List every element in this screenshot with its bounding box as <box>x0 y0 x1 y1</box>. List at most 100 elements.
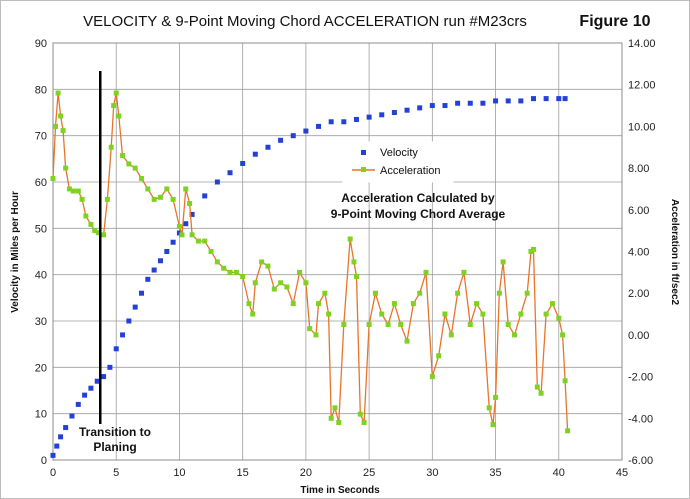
acceleration-point <box>549 301 555 307</box>
y-tick-label: 70 <box>35 131 47 143</box>
velocity-point <box>113 346 119 352</box>
x-tick-label: 20 <box>300 467 312 479</box>
x-tick-label: 25 <box>363 467 375 479</box>
acceleration-point <box>66 186 72 192</box>
velocity-point <box>328 119 334 125</box>
y-tick-label: 60 <box>35 177 47 189</box>
velocity-point <box>417 105 423 111</box>
acceleration-point <box>562 378 568 384</box>
velocity-point <box>126 318 132 324</box>
acceleration-point <box>183 186 189 192</box>
acceleration-point <box>96 230 102 236</box>
acceleration-point <box>322 290 328 296</box>
acceleration-point <box>410 301 416 307</box>
velocity-point <box>151 267 157 273</box>
velocity-point <box>543 96 549 102</box>
acceleration-point <box>467 321 473 327</box>
acceleration-point <box>524 290 530 296</box>
acceleration-point <box>461 269 467 275</box>
acceleration-point <box>493 394 499 400</box>
acceleration-point <box>189 232 195 238</box>
acceleration-point <box>164 186 170 192</box>
acceleration-point <box>227 269 233 275</box>
y2-tick-label: 2.00 <box>628 288 649 300</box>
y-tick-label: 10 <box>35 409 47 421</box>
acceleration-point <box>490 422 496 428</box>
velocity-point <box>391 110 397 115</box>
calc-note-line1: Acceleration Calculated by <box>341 191 495 205</box>
velocity-point <box>132 304 138 310</box>
acceleration-point <box>366 321 372 327</box>
velocity-point <box>467 100 473 106</box>
acceleration-point <box>58 113 64 119</box>
velocity-point <box>303 128 309 134</box>
y-tick-label: 50 <box>35 223 47 235</box>
acceleration-point <box>88 221 94 227</box>
acceleration-point <box>250 311 256 317</box>
y2-tick-label: 6.00 <box>628 205 649 217</box>
x-tick-label: 35 <box>489 467 501 479</box>
velocity-point <box>189 211 195 217</box>
x-tick-label: 15 <box>237 467 249 479</box>
velocity-point <box>480 100 486 106</box>
acceleration-point <box>92 228 98 234</box>
legend-velocity-marker <box>361 150 366 155</box>
velocity-point <box>58 434 64 440</box>
acceleration-point <box>496 290 502 296</box>
acceleration-point <box>307 326 313 332</box>
velocity-point <box>94 378 100 384</box>
x-tick-label: 5 <box>113 467 119 479</box>
velocity-point <box>265 144 271 150</box>
velocity-point <box>75 401 81 407</box>
velocity-point <box>183 221 189 227</box>
acceleration-point <box>176 223 182 229</box>
acceleration-point <box>50 176 56 182</box>
acceleration-point <box>126 161 132 167</box>
velocity-point <box>54 443 60 449</box>
velocity-point <box>290 133 296 139</box>
acceleration-point <box>70 188 76 194</box>
acceleration-point <box>528 249 534 254</box>
acceleration-point <box>351 259 357 265</box>
x-axis-label: Time in Seconds <box>300 485 380 496</box>
series-layer <box>50 90 571 458</box>
acceleration-point <box>417 290 423 296</box>
acceleration-point <box>385 321 391 327</box>
acceleration-point <box>543 311 549 317</box>
velocity-point <box>404 107 410 113</box>
velocity-point <box>202 193 208 199</box>
acceleration-point <box>116 113 122 119</box>
chart-title: VELOCITY & 9-Point Moving Chord ACCELERA… <box>83 13 527 30</box>
acceleration-point <box>240 274 246 280</box>
acceleration-point <box>271 286 277 292</box>
acceleration-point <box>336 419 342 425</box>
acceleration-point <box>512 332 518 338</box>
velocity-point <box>50 452 56 458</box>
velocity-point <box>505 98 511 104</box>
acceleration-point <box>404 338 410 344</box>
velocity-point <box>170 239 176 245</box>
velocity-point <box>63 425 69 431</box>
acceleration-point <box>111 103 117 109</box>
velocity-point <box>518 98 524 104</box>
velocity-point <box>556 96 562 102</box>
acceleration-point <box>187 201 193 207</box>
acceleration-point <box>361 419 367 425</box>
acceleration-point <box>313 332 319 338</box>
y-tick-label: 40 <box>35 270 47 282</box>
y-tick-label: 80 <box>35 84 47 96</box>
series-velocity <box>50 96 568 458</box>
velocity-point <box>379 112 385 118</box>
acceleration-point <box>565 428 571 434</box>
x-tick-label: 40 <box>553 467 565 479</box>
y-axis-label: Velocity in Miles per Hour <box>10 191 21 313</box>
acceleration-point <box>297 269 303 275</box>
acceleration-point <box>505 321 511 327</box>
acceleration-point <box>208 249 214 254</box>
acceleration-point <box>538 390 544 396</box>
acceleration-point <box>108 144 114 150</box>
acceleration-point <box>455 290 461 296</box>
y-tick-label: 0 <box>41 455 47 467</box>
